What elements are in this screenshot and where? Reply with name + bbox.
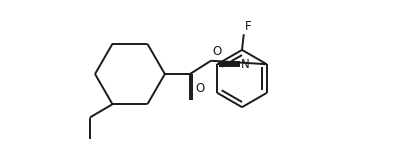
Text: N: N [241,58,249,71]
Text: O: O [212,45,221,58]
Text: O: O [195,82,204,95]
Text: F: F [245,20,251,33]
